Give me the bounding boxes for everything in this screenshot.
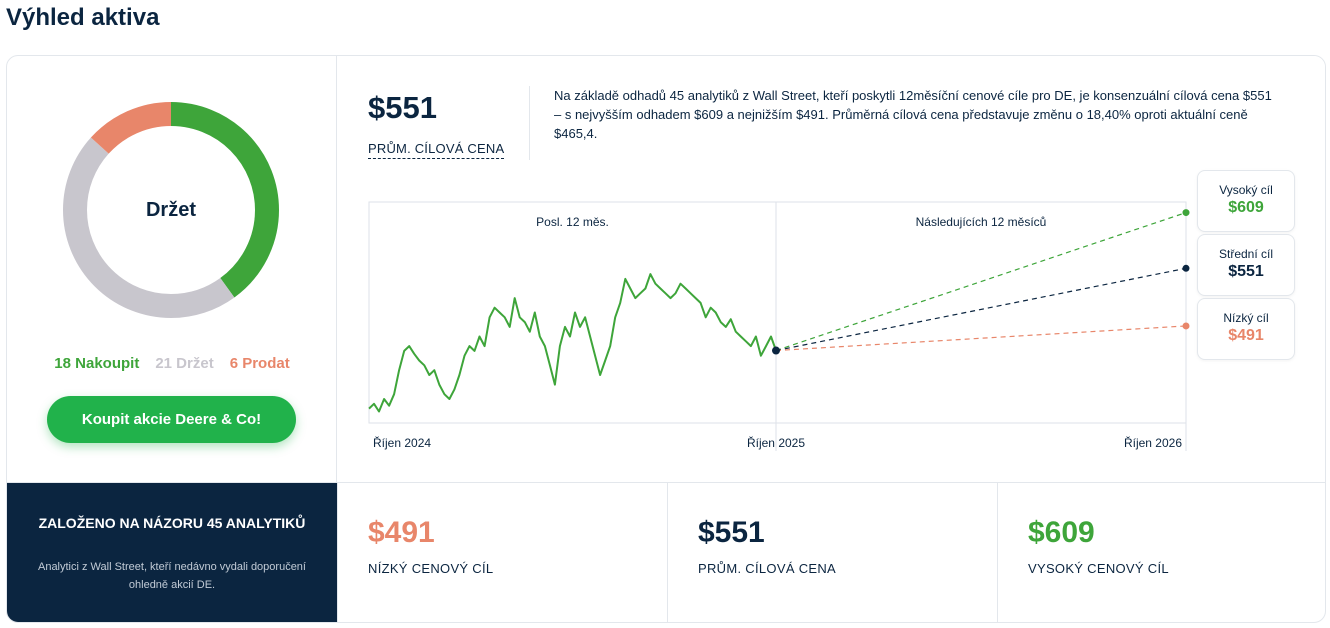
- current-price-point: [772, 346, 780, 355]
- donut-segment-sell: [63, 102, 279, 318]
- forecast-mid-point: [1182, 264, 1190, 272]
- low-target-stat-label: NÍZKÝ CENOVÝ CÍL: [368, 561, 494, 576]
- high-target-box: Vysoký cíl $609: [1197, 170, 1295, 232]
- consensus-rating: Držet: [145, 198, 196, 221]
- buy-stock-button[interactable]: Koupit akcie Deere & Co!: [47, 396, 296, 443]
- buy-count: 18 Nakoupit: [54, 355, 140, 372]
- average-target-label[interactable]: PRŮM. CÍLOVÁ CENA: [368, 141, 505, 159]
- hold-count: 21 Držet: [155, 355, 214, 372]
- forecast-panel: $551 PRŮM. CÍLOVÁ CENA Na základě odhadů…: [338, 56, 1325, 482]
- low-target-box: Nízký cíl $491: [1197, 298, 1295, 360]
- average-target-price: $551: [368, 90, 437, 125]
- low-target-label: Nízký cíl: [1223, 311, 1269, 325]
- mid-target-value: $551: [1228, 263, 1264, 280]
- high-target-stat: $609 VYSOKÝ CENOVÝ CÍL: [997, 483, 1325, 622]
- forecast-high-line: [775, 212, 1187, 352]
- rating-counts: 18 Nakoupit 21 Držet 6 Prodat: [7, 355, 337, 372]
- sell-count: 6 Prodat: [229, 355, 290, 372]
- average-target-stat: $551 PRŮM. CÍLOVÁ CENA: [667, 483, 997, 622]
- forecast-high-point: [1182, 209, 1190, 217]
- low-target-stat: $491 NÍZKÝ CENOVÝ CÍL: [337, 483, 667, 622]
- low-target-stat-value: $491: [368, 516, 435, 549]
- x-tick-label: Říjen 2025: [747, 435, 805, 450]
- high-target-stat-label: VYSOKÝ CENOVÝ CÍL: [1028, 561, 1169, 576]
- forecast-summary-text: Na základě odhadů 45 analytiků z Wall St…: [554, 88, 1272, 141]
- x-tick-label: Říjen 2026: [1124, 435, 1182, 450]
- high-target-label: Vysoký cíl: [1219, 183, 1273, 197]
- page-title: Výhled aktiva: [6, 4, 160, 31]
- analyst-basis-box: ZALOŽENO NA NÁZORU 45 ANALYTIKŮ Analytic…: [7, 483, 337, 622]
- consensus-panel: Držet 18 Nakoupit 21 Držet 6 Prodat Koup…: [7, 56, 337, 482]
- mid-target-label: Střední cíl: [1218, 247, 1274, 261]
- past-period-label: Posl. 12 měs.: [536, 215, 609, 229]
- average-target-stat-value: $551: [698, 516, 765, 549]
- forecast-mid-line: [775, 267, 1187, 352]
- x-tick-label: Říjen 2024: [373, 435, 431, 450]
- asset-outlook-card: Držet 18 Nakoupit 21 Držet 6 Prodat Koup…: [6, 55, 1326, 623]
- high-target-stat-value: $609: [1028, 516, 1095, 549]
- target-summary-row: ZALOŽENO NA NÁZORU 45 ANALYTIKŮ Analytic…: [7, 482, 1325, 622]
- analyst-basis-subtitle: Analytici z Wall Street, kteří nedávno v…: [37, 561, 306, 591]
- donut-segment-hold: [63, 102, 279, 318]
- future-period-label: Následujících 12 měsíců: [916, 215, 1047, 229]
- divider: [529, 86, 530, 160]
- price-history-line: [368, 273, 777, 413]
- chart-plot-area: [368, 201, 1187, 424]
- analyst-basis-title: ZALOŽENO NA NÁZORU 45 ANALYTIKŮ: [38, 515, 306, 531]
- forecast-low-point: [1182, 322, 1190, 330]
- mid-target-box: Střední cíl $551: [1197, 234, 1295, 296]
- high-target-value: $609: [1228, 199, 1264, 216]
- forecast-low-line: [775, 325, 1187, 352]
- average-target-stat-label: PRŮM. CÍLOVÁ CENA: [698, 561, 837, 576]
- low-target-value: $491: [1228, 327, 1264, 344]
- consensus-donut-chart: [63, 102, 279, 318]
- price-forecast-chart: Posl. 12 měs. Následujících 12 měsíců Říje…: [368, 201, 1190, 451]
